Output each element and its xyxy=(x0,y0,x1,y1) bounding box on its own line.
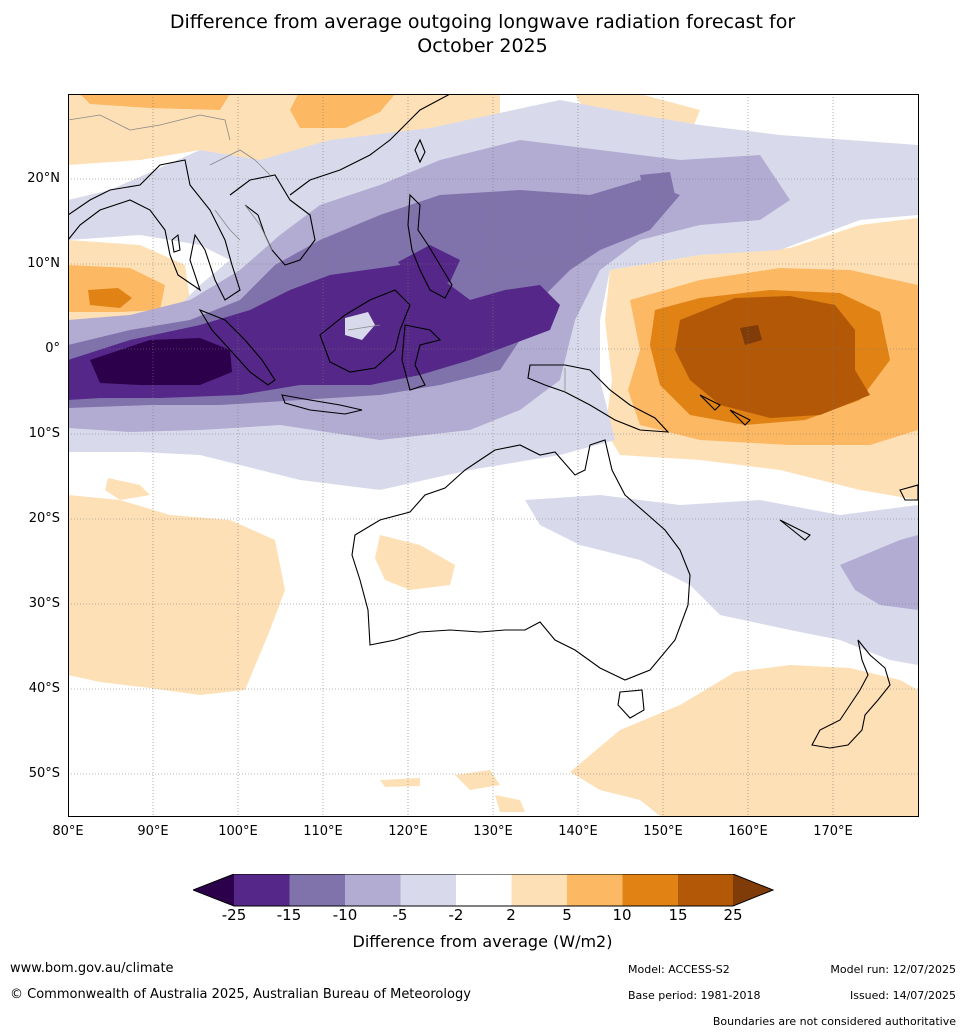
base-period-text: Base period: 1981-2018 xyxy=(628,989,761,1002)
coastlines xyxy=(68,94,918,749)
colorbar-tick: -25 xyxy=(221,906,247,924)
lon-label-150e: 150°E xyxy=(643,824,683,839)
lat-label-30s: 30°S xyxy=(28,596,60,611)
lat-label-10s: 10°S xyxy=(28,426,60,441)
borneo-patch-fill xyxy=(345,312,375,340)
map-title: Difference from average outgoing longwav… xyxy=(0,10,965,58)
colorbar-swatch xyxy=(345,874,401,906)
colorbar-label: Difference from average (W/m2) xyxy=(352,932,613,951)
issued-text: Issued: 14/07/2025 xyxy=(849,989,956,1002)
website-link[interactable]: www.bom.gov.au/climate xyxy=(10,961,174,976)
colorbar-swatch xyxy=(567,874,623,906)
lat-label-20n: 20°N xyxy=(27,171,60,186)
lon-label-140e: 140°E xyxy=(558,824,598,839)
title-line-1: Difference from average outgoing longwav… xyxy=(169,11,796,33)
country-borders xyxy=(68,114,566,392)
boundaries-note: Boundaries are not considered authoritat… xyxy=(712,1015,956,1028)
colorbar xyxy=(193,874,775,907)
model-run-text: Model run: 12/07/2025 xyxy=(830,963,956,976)
anomaly-above-25-fill xyxy=(740,325,762,345)
lon-label-80e: 80°E xyxy=(52,824,84,839)
colorbar-swatch xyxy=(456,874,512,906)
anomaly-15-to-25-fill xyxy=(675,296,870,418)
lon-label-100e: 100°E xyxy=(218,824,258,839)
colorbar-swatch xyxy=(400,874,456,906)
lon-label-110e: 110°E xyxy=(303,824,343,839)
colorbar-tick: 2 xyxy=(506,906,516,924)
colorbar-tick: 25 xyxy=(723,906,743,924)
colorbar-swatch xyxy=(234,874,290,906)
lon-label-160e: 160°E xyxy=(728,824,768,839)
olr-anomaly-map xyxy=(68,94,918,816)
map-svg xyxy=(68,94,918,816)
colorbar-swatch xyxy=(678,874,733,906)
title-line-2: October 2025 xyxy=(417,35,548,57)
colorbar-swatch xyxy=(622,874,678,906)
copyright-text: © Commonwealth of Australia 2025, Austra… xyxy=(10,987,471,1002)
colorbar-extend-high xyxy=(733,874,773,906)
lat-label-50s: 50°S xyxy=(28,766,60,781)
lat-label-40s: 40°S xyxy=(28,681,60,696)
colorbar-tick: 15 xyxy=(668,906,688,924)
lon-label-170e: 170°E xyxy=(813,824,853,839)
colorbar-swatch xyxy=(511,874,567,906)
lat-label-10n: 10°N xyxy=(27,256,60,271)
colorbar-tick: -10 xyxy=(332,906,358,924)
colorbar-tick: -15 xyxy=(276,906,302,924)
lon-label-130e: 130°E xyxy=(473,824,513,839)
anomaly-below-minus-25-fill xyxy=(90,338,232,385)
lat-label-0: 0° xyxy=(45,341,60,356)
lon-label-90e: 90°E xyxy=(137,824,169,839)
lon-label-120e: 120°E xyxy=(388,824,428,839)
colorbar-tick: -5 xyxy=(392,906,408,924)
colorbar-tick: -2 xyxy=(448,906,464,924)
lat-label-20s: 20°S xyxy=(28,511,60,526)
colorbar-swatch xyxy=(289,874,345,906)
colorbar-tick: 10 xyxy=(612,906,632,924)
colorbar-extend-low xyxy=(193,874,234,906)
model-text: Model: ACCESS-S2 xyxy=(628,963,730,976)
colorbar-tick: 5 xyxy=(562,906,572,924)
